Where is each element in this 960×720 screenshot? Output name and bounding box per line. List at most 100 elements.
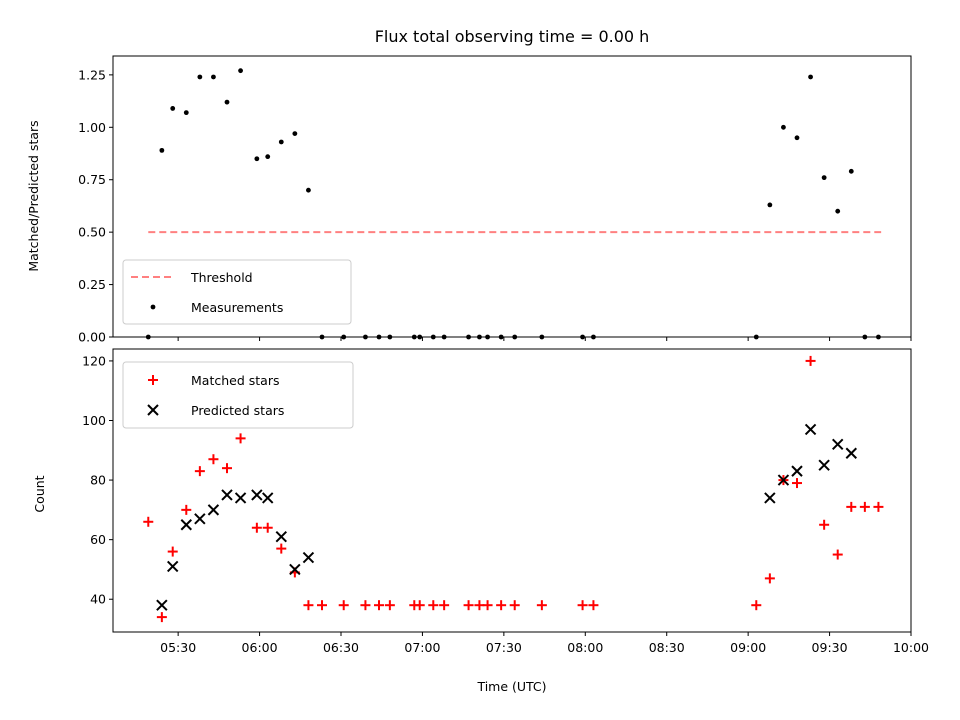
- matched-point: [577, 600, 588, 611]
- predicted-point: [234, 492, 247, 504]
- predicted-point: [818, 459, 830, 471]
- bottom-x-tick-label: 10:00: [893, 640, 929, 655]
- measurement-point: [278, 139, 284, 145]
- measurement-point: [794, 135, 800, 141]
- predicted-point: [180, 519, 192, 531]
- bottom-y-axis-label: Count: [32, 475, 47, 512]
- matched-point: [588, 600, 599, 611]
- matched-legend-label: Matched stars: [191, 373, 279, 388]
- predicted-point: [804, 423, 817, 436]
- measurement-point: [808, 74, 813, 80]
- top-y-tick-label: 1.25: [78, 67, 106, 82]
- predicted-legend-marker: [147, 404, 159, 416]
- matched-point: [536, 600, 547, 611]
- top-y-tick-label: 1.00: [78, 120, 106, 135]
- matched-point: [805, 355, 816, 366]
- predicted-point: [156, 599, 168, 611]
- bottom-x-tick-label: 08:30: [649, 640, 685, 655]
- matched-point: [509, 600, 520, 611]
- matched-point: [317, 600, 327, 611]
- measurement-point: [211, 74, 216, 80]
- measurement-point: [238, 68, 243, 74]
- bottom-y-tick-label: 40: [90, 592, 106, 607]
- predicted-point: [832, 438, 844, 451]
- predicted-point: [289, 563, 301, 576]
- bottom-y-tick-label: 100: [82, 413, 106, 428]
- bottom-x-tick-label: 08:00: [567, 640, 603, 655]
- matched-point: [751, 600, 762, 611]
- matched-point: [222, 463, 232, 474]
- matched-point: [428, 600, 439, 611]
- matched-legend-marker: [148, 375, 158, 385]
- predicted-point: [262, 492, 274, 504]
- measurement-point: [183, 110, 189, 116]
- matched-point: [463, 600, 474, 611]
- measurement-point: [159, 147, 165, 153]
- predicted-point: [221, 489, 233, 501]
- matched-point: [156, 612, 167, 623]
- matched-point: [262, 522, 273, 533]
- predicted-point: [791, 465, 803, 477]
- predicted-legend-label: Predicted stars: [191, 403, 284, 418]
- matched-point: [384, 600, 395, 611]
- top-panel: 0.00 0.25 0.50 0.75 1.00 1.25 Matched/Predict…: [26, 55, 912, 345]
- measurement-point: [306, 187, 311, 193]
- bottom-legend-box: [122, 361, 354, 429]
- chart-title: Flux total observing time = 0.00 h: [375, 27, 650, 46]
- bottom-x-tick-label: 09:30: [812, 640, 848, 655]
- matched-point: [374, 600, 384, 611]
- matched-point: [338, 600, 349, 611]
- threshold-legend-label: Threshold: [190, 270, 253, 285]
- measurements-legend-label: Measurements: [191, 300, 283, 315]
- matched-point: [143, 516, 154, 527]
- top-y-tick-label: 0.75: [78, 172, 106, 187]
- measurements-legend-marker: [150, 304, 156, 310]
- top-y-tick-label: 0.50: [78, 225, 106, 240]
- predicted-point: [777, 474, 790, 486]
- predicted-point: [251, 489, 263, 501]
- matched-point: [764, 573, 775, 584]
- matched-legend-glyph: [148, 375, 158, 385]
- measurement-point: [767, 202, 773, 208]
- matched-point: [181, 504, 192, 515]
- predicted-point: [194, 513, 206, 525]
- measurement-point: [197, 74, 203, 80]
- matched-point: [208, 454, 219, 465]
- measurement-point: [821, 175, 827, 181]
- matched-point: [832, 549, 843, 560]
- matched-point: [414, 600, 425, 611]
- matched-point: [251, 522, 262, 533]
- top-y-tick-label: 0.00: [78, 330, 106, 345]
- matched-point: [276, 543, 287, 554]
- measurement-point: [224, 99, 230, 105]
- predicted-point: [207, 504, 220, 516]
- predicted-point: [302, 551, 315, 564]
- top-y-axis-label: Matched/Predicted stars: [26, 120, 41, 271]
- matched-point: [846, 501, 857, 512]
- bottom-x-tick-label: 05:30: [160, 640, 196, 655]
- bottom-x-tick-label: 07:30: [486, 640, 522, 655]
- matched-point: [360, 600, 371, 611]
- top-y-tick-label: 0.25: [78, 277, 106, 292]
- x-axis-label: Time (UTC): [476, 679, 546, 694]
- bottom-plot-frame: [112, 348, 912, 633]
- bottom-x-tick-label: 06:30: [323, 640, 359, 655]
- matched-point: [873, 501, 884, 512]
- matched-point: [303, 600, 314, 611]
- bottom-x-tick-label: 06:00: [242, 640, 278, 655]
- predicted-legend-glyph: [147, 404, 159, 416]
- matched-point: [482, 600, 493, 611]
- measurement-point: [781, 124, 786, 130]
- top-legend: Threshold Measurements: [122, 259, 352, 325]
- bottom-y-tick-label: 120: [82, 353, 106, 368]
- bottom-panel: 40 60 80 100 120 05:30 06:00 06:30 07:00 07:30 08:…: [32, 348, 929, 694]
- matched-point: [439, 600, 450, 611]
- measurement-point: [170, 106, 176, 111]
- matched-point: [167, 546, 178, 557]
- matched-point: [819, 519, 830, 530]
- measurement-point: [265, 154, 271, 160]
- measurement-point: [835, 208, 841, 214]
- predicted-point: [167, 560, 179, 573]
- bottom-legend: Matched stars Predicted stars: [122, 361, 354, 429]
- predicted-point: [845, 447, 857, 459]
